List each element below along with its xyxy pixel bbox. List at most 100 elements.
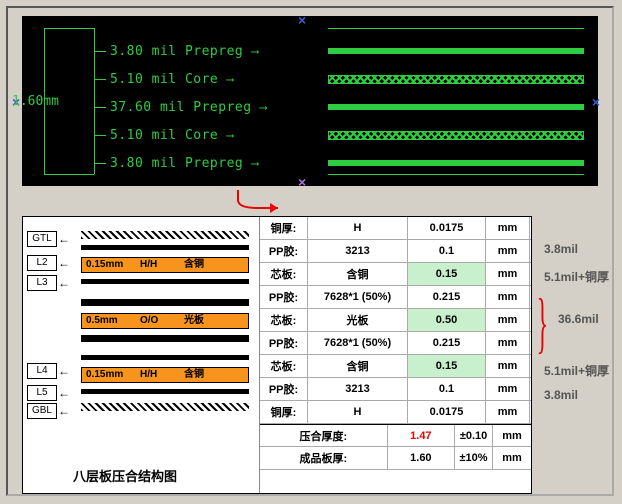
layer-bar (328, 160, 584, 166)
cell-val: 1.60 (388, 447, 455, 469)
frame: × × × × 1.60mm 3.80 mil Prepreg ⟶5.10 mi… (6, 6, 614, 496)
arrow-left-icon: ← (58, 363, 70, 379)
marker-cross: × (298, 12, 306, 28)
dim-line (44, 28, 94, 29)
layer-tag: L2 (27, 255, 57, 271)
stack-title: 八层板压合结构图 (73, 466, 177, 485)
stackup-cross-section: × × × × 1.60mm 3.80 mil Prepreg ⟶5.10 mi… (22, 16, 598, 186)
table-row: PP胶:7628*1 (50%)0.215mm (260, 286, 531, 309)
annot: 3.8mil (544, 388, 578, 402)
cell-thick: 0.215 (408, 286, 486, 308)
layer-label: 37.60 mil Prepreg ⟶ (110, 100, 266, 115)
arrow-left-icon: ← (58, 385, 70, 401)
annot: 36.6mil (558, 312, 599, 326)
cell-key: PP胶: (260, 286, 308, 308)
cell-unit: mm (486, 240, 530, 262)
table-row: PP胶:7628*1 (50%)0.215mm (260, 332, 531, 355)
annot: 5.1mil+铜厚 (544, 362, 609, 379)
table-row: 芯板:含铜0.15mm (260, 263, 531, 286)
layer-label: 5.10 mil Core ⟶ (110, 128, 232, 143)
layer-label: 3.80 mil Prepreg ⟶ (110, 44, 257, 59)
cell-thick: 0.215 (408, 332, 486, 354)
cell-val: 1.47 (388, 425, 455, 446)
cell-thick: 0.1 (408, 240, 486, 262)
cell-val: 7628*1 (50%) (308, 332, 408, 354)
cell-val: 7628*1 (50%) (308, 286, 408, 308)
prepreg-bar (81, 279, 249, 284)
arrow-connector (188, 190, 288, 218)
cell-thick: 0.50 (408, 309, 486, 331)
table-footer-row: 成品板厚:1.60±10%mm (260, 447, 531, 470)
cell-unit: mm (486, 332, 530, 354)
dim-tick (94, 51, 106, 52)
cell-unit: mm (493, 425, 531, 446)
layer-row: 37.60 mil Prepreg ⟶ (22, 94, 598, 120)
cell-unit: mm (486, 378, 530, 400)
cell-unit: mm (486, 286, 530, 308)
dim-tick (94, 107, 106, 108)
cell-thick: 0.1 (408, 378, 486, 400)
layer-tag: L4 (27, 363, 57, 379)
layer-table: 铜厚:H0.0175mmPP胶:32130.1mm芯板:含铜0.15mmPP胶:… (259, 217, 531, 493)
cell-unit: mm (486, 263, 530, 285)
stackup-graphic: GTL←L2←0.15mmH/H含铜L3←0.5mmO/O光板L4←0.15mm… (23, 217, 259, 493)
layer-row: 3.80 mil Prepreg ⟶ (22, 150, 598, 176)
prepreg-bar (81, 335, 249, 342)
table-row: PP胶:32130.1mm (260, 378, 531, 401)
layer-row: 5.10 mil Core ⟶ (22, 122, 598, 148)
layer-row: 3.80 mil Prepreg ⟶ (22, 38, 598, 64)
core-layer: 0.5mmO/O光板 (81, 313, 249, 329)
prepreg-bar (81, 389, 249, 394)
table-row: 芯板:含铜0.15mm (260, 355, 531, 378)
cell-val: H (308, 217, 408, 239)
layer-tag: GBL (27, 403, 57, 419)
cell-tol: ±0.10 (455, 425, 493, 446)
layer-bar (328, 131, 584, 140)
cell-val: 光板 (308, 309, 408, 331)
cell-key: 芯板: (260, 355, 308, 377)
marker-cross: × (298, 174, 306, 190)
layer-tag: L5 (27, 385, 57, 401)
copper-line (328, 28, 584, 29)
layer-tag: L3 (27, 275, 57, 291)
cell-key: 芯板: (260, 263, 308, 285)
cell-unit: mm (486, 355, 530, 377)
cell-key: PP胶: (260, 378, 308, 400)
cell-thick: 0.15 (408, 355, 486, 377)
cell-val: 含铜 (308, 355, 408, 377)
cell-thick: 0.15 (408, 263, 486, 285)
arrow-left-icon: ← (58, 403, 70, 419)
dim-tick (94, 79, 106, 80)
cell-key: PP胶: (260, 332, 308, 354)
cell-unit: mm (493, 447, 531, 469)
cell-key: 压合厚度: (260, 425, 388, 446)
cell-unit: mm (486, 309, 530, 331)
cell-key: PP胶: (260, 240, 308, 262)
cell-key: 芯板: (260, 309, 308, 331)
cell-val: 3213 (308, 378, 408, 400)
layer-row: 5.10 mil Core ⟶ (22, 66, 598, 92)
layer-bar (328, 104, 584, 110)
layer-label: 5.10 mil Core ⟶ (110, 72, 232, 87)
cell-thick: 0.0175 (408, 401, 486, 423)
brace-icon: } (537, 288, 548, 356)
prepreg-bar (81, 245, 249, 250)
stackup-detail-panel: GTL←L2←0.15mmH/H含铜L3←0.5mmO/O光板L4←0.15mm… (22, 216, 532, 494)
cell-unit: mm (486, 401, 530, 423)
cell-key: 成品板厚: (260, 447, 388, 469)
prepreg-bar (81, 299, 249, 306)
dim-tick (94, 163, 106, 164)
cell-val: H (308, 401, 408, 423)
layer-tag: GTL (27, 231, 57, 247)
cell-thick: 0.0175 (408, 217, 486, 239)
arrow-left-icon: ← (58, 231, 70, 247)
arrow-left-icon: ← (58, 275, 70, 291)
core-layer: 0.15mmH/H含铜 (81, 257, 249, 273)
layer-bar (328, 75, 584, 84)
layer-bar (328, 48, 584, 54)
prepreg-bar (81, 355, 249, 360)
cell-tol: ±10% (455, 447, 493, 469)
table-footer-row: 压合厚度:1.47±0.10mm (260, 424, 531, 447)
copper-hatch (81, 231, 249, 239)
cell-key: 铜厚: (260, 217, 308, 239)
